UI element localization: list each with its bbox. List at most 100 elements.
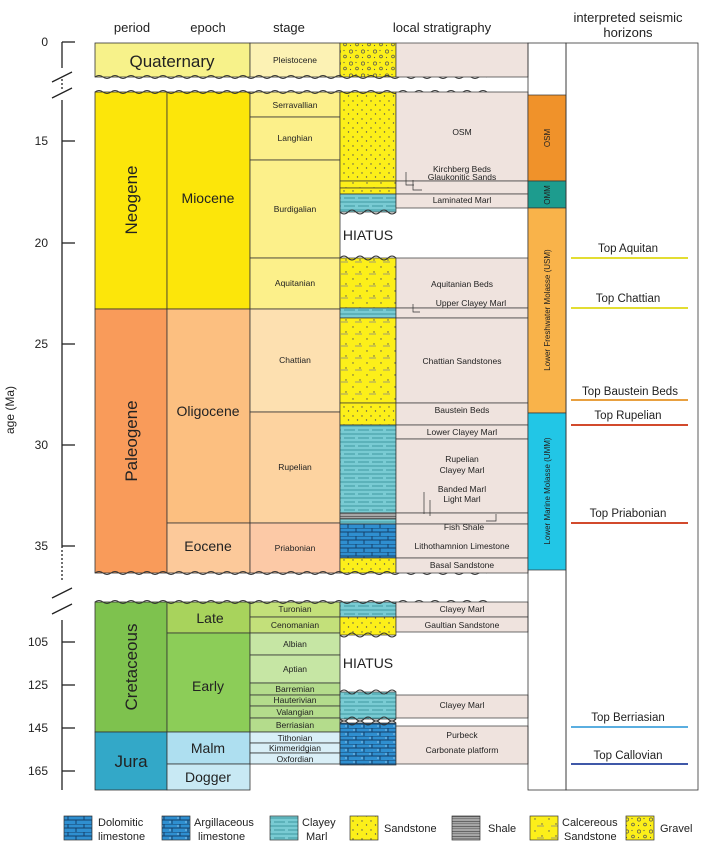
- callout-lines: [405, 172, 497, 522]
- epoch-miocene-cell: [166, 91, 251, 310]
- local-glaukonitic-sands: Glaukonitic Sands: [428, 172, 497, 182]
- legend-swatch-shale: [451, 815, 481, 841]
- stage-pleistocene: Pleistocene: [273, 55, 317, 65]
- local-kirchberg-beds: Kirchberg Beds: [433, 164, 491, 174]
- axis-tick-165: 165: [28, 764, 48, 778]
- axis-tick-105: 105: [28, 635, 48, 649]
- local-purbeck: Purbeck: [446, 730, 478, 740]
- epoch-oligocene-cell: [166, 308, 251, 524]
- local-gaultian-sandstone: Gaultian Sandstone: [425, 620, 500, 630]
- legend-calcereous-l2: Sandstone: [564, 831, 617, 843]
- local-clayey-marl-early-cret: Clayey Marl: [440, 700, 485, 710]
- period-neogene: Neogene: [122, 165, 141, 234]
- stage-kimmeridgian: Kimmeridgian: [269, 743, 321, 753]
- period-paleogene-cell: [94, 308, 168, 574]
- axis-tick-25: 25: [35, 337, 49, 351]
- local-stratigraphy-column: [395, 42, 529, 765]
- header-stage: stage: [273, 20, 305, 35]
- stage-serravallian: Serravallian: [273, 100, 318, 110]
- legend-argillaceous-l1: Argillaceous: [194, 817, 254, 829]
- stage-burdigalian: Burdigalian: [274, 204, 317, 214]
- stage-tithonian: Tithonian: [278, 733, 313, 743]
- axis-tick-35: 35: [35, 539, 49, 553]
- legend-gravel: Gravel: [660, 823, 692, 835]
- axis-label: age (Ma): [3, 386, 17, 434]
- horizon-berriasian: Top Berriasian: [591, 712, 665, 724]
- stage-valangian: Valangian: [276, 707, 313, 717]
- group-usm: Lower Freshwater Molasse (USM): [543, 249, 552, 371]
- period-paleogene: Paleogene: [122, 400, 141, 481]
- hiatus-label-lower: HIATUS: [343, 655, 393, 671]
- stage-barremian: Barremian: [275, 684, 314, 694]
- stage-langhian: Langhian: [278, 133, 313, 143]
- group-omm: OMM: [543, 185, 552, 205]
- horizon-baustein-beds: Top Baustein Beds: [582, 386, 678, 398]
- header-seismic-line2: horizons: [603, 25, 653, 40]
- axis-tick-0: 0: [41, 35, 48, 49]
- stage-albian: Albian: [283, 639, 307, 649]
- header-seismic-line1: interpreted seismic: [573, 10, 683, 25]
- epoch-early: Early: [192, 678, 224, 694]
- axis-tick-30: 30: [35, 438, 49, 452]
- epoch-dogger-cell: [166, 763, 251, 791]
- stage-hauterivian: Hauterivian: [274, 695, 317, 705]
- stage-aquitanian: Aquitanian: [275, 278, 315, 288]
- lithology-column: [339, 42, 397, 766]
- epoch-dogger: Dogger: [185, 769, 231, 785]
- horizon-callovian: Top Callovian: [593, 750, 662, 762]
- header-local-stratigraphy: local stratigraphy: [393, 20, 492, 35]
- period-cretaceous: Cretaceous: [122, 624, 141, 711]
- stage-berriasian: Berriasian: [276, 720, 315, 730]
- local-chattian-sandstones: Chattian Sandstones: [423, 356, 502, 366]
- legend: Dolomitic limestone Argillaceous limesto…: [63, 815, 692, 843]
- legend-sandstone: Sandstone: [384, 823, 437, 835]
- epoch-early-cell: [166, 632, 251, 733]
- period-quaternary-cell: [94, 42, 251, 78]
- local-fish-shale: Fish Shale: [444, 522, 484, 532]
- horizon-priabonian: Top Priabonian: [590, 508, 667, 520]
- epoch-malm: Malm: [191, 740, 225, 756]
- header-period: period: [114, 20, 150, 35]
- legend-swatch-calcereous-sandstone: [529, 815, 559, 841]
- legend-dolomitic-l1: Dolomitic: [98, 817, 144, 829]
- epoch-miocene: Miocene: [182, 190, 235, 206]
- legend-swatch-clayey-marl: [269, 815, 299, 841]
- stage-turonian: Turonian: [278, 604, 312, 614]
- horizon-chattian: Top Chattian: [596, 293, 661, 305]
- legend-clayey-l1: Clayey: [302, 817, 336, 829]
- legend-swatch-gravel: [625, 815, 655, 841]
- group-osm: OSM: [543, 129, 552, 148]
- period-cretaceous-cell: [94, 601, 168, 733]
- local-lower-clayey-marl: Lower Clayey Marl: [427, 427, 497, 437]
- group-umm: Lower Marine Molasse (UMM): [543, 437, 552, 544]
- local-lithothamnion-limestone: Lithothamnion Limestone: [415, 541, 510, 551]
- axis-tick-20: 20: [35, 236, 49, 250]
- legend-swatch-sandstone: [349, 815, 379, 841]
- legend-swatch-argillaceous-limestone: [161, 815, 191, 841]
- age-axis: [51, 41, 75, 790]
- local-rupelian: Rupelian: [445, 454, 479, 464]
- legend-clayey-l2: Marl: [306, 831, 327, 843]
- epoch-eocene: Eocene: [184, 538, 232, 554]
- epoch-oligocene: Oligocene: [176, 403, 239, 419]
- hiatus-label-upper: HIATUS: [343, 227, 393, 243]
- period-neogene-cell: [94, 91, 168, 310]
- local-clayey-marl-upper-cret: Clayey Marl: [440, 604, 485, 614]
- local-light-marl: Light Marl: [443, 494, 480, 504]
- local-baustein-beds: Baustein Beds: [435, 405, 490, 415]
- horizon-aquitan: Top Aquitan: [598, 243, 658, 255]
- epoch-malm-cell: [166, 731, 251, 765]
- axis-tick-15: 15: [35, 134, 49, 148]
- legend-swatch-dolomitic-limestone: [63, 815, 93, 841]
- epoch-late: Late: [196, 610, 223, 626]
- stage-priabonian: Priabonian: [275, 543, 316, 553]
- epoch-late-cell: [166, 601, 251, 634]
- horizon-rupelian: Top Rupelian: [594, 410, 661, 422]
- axis-tick-125: 125: [28, 678, 48, 692]
- stage-oxfordian: Oxfordian: [277, 754, 314, 764]
- stage-aptian: Aptian: [283, 664, 307, 674]
- period-jura: Jura: [114, 752, 148, 771]
- local-basal-sandstone: Basal Sandstone: [430, 560, 495, 570]
- local-osm: OSM: [452, 127, 471, 137]
